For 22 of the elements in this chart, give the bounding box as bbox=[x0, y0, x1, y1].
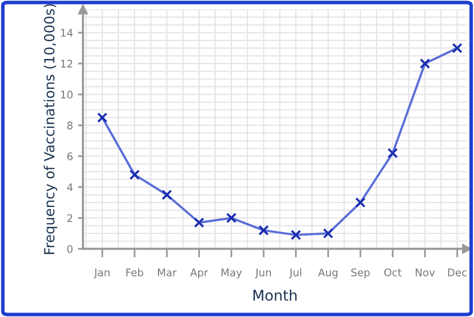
x-tick-label: Aug bbox=[318, 268, 338, 278]
x-tick-label: Mar bbox=[158, 268, 177, 276]
x-tick-label: Nov bbox=[416, 268, 435, 276]
y-tick-label: 10 bbox=[61, 90, 73, 99]
y-tick-label: 12 bbox=[61, 60, 72, 68]
x-tick-label: Jul bbox=[289, 268, 302, 278]
x-tick-label: Sep bbox=[351, 268, 370, 278]
y-tick-label: 2 bbox=[67, 214, 72, 222]
x-tick-label: May bbox=[222, 268, 242, 278]
y-axis-title: Frequency of Vaccinations (10,000s) bbox=[44, 4, 58, 254]
y-tick-label: 4 bbox=[67, 183, 73, 192]
x-axis-title: Month bbox=[253, 289, 297, 301]
x-tick-label: Jun bbox=[254, 268, 271, 278]
y-tick-label: 6 bbox=[67, 152, 73, 160]
x-tick-label: Feb bbox=[126, 268, 144, 276]
y-tick-label: 0 bbox=[67, 245, 73, 253]
x-tick-label: Jan bbox=[94, 268, 110, 278]
x-tick-label: Dec bbox=[448, 268, 467, 276]
y-tick-label: 14 bbox=[61, 29, 73, 37]
y-tick-label: 8 bbox=[67, 122, 73, 130]
x-tick-label: Oct bbox=[384, 268, 402, 276]
x-tick-label: Apr bbox=[190, 268, 208, 278]
